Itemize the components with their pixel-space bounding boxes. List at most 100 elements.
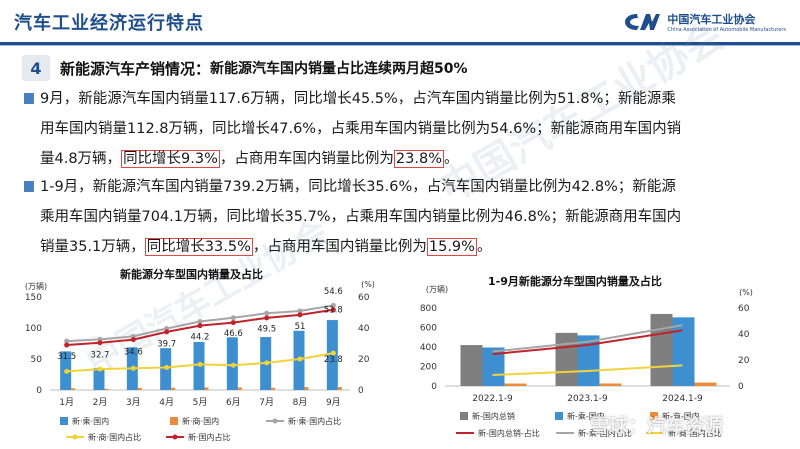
bar-commercial xyxy=(694,382,717,386)
legend-swatch xyxy=(650,412,658,420)
bar-commercial xyxy=(271,387,276,390)
bar-total xyxy=(460,345,483,386)
data-label: 32.7 xyxy=(91,350,110,360)
data-label: 54.6 xyxy=(324,287,343,297)
line-passenger-share-point xyxy=(197,318,203,324)
line-commercial-share-point xyxy=(264,360,270,366)
data-label: 23.8 xyxy=(324,355,343,365)
data-label: 49.5 xyxy=(257,324,276,334)
caam-logo-icon xyxy=(625,14,661,30)
bar-total xyxy=(555,332,578,386)
chart-ytd-nev: (万辆) (%) 0 200 400 600 800 0 20 40 60 2022.1-9 2023.… xyxy=(420,284,753,438)
legend-swatch xyxy=(170,417,178,425)
y2-tick-label: 20 xyxy=(358,355,370,365)
data-label: 39.7 xyxy=(157,339,176,349)
paragraph-september: 9月，新能源汽车国内销量117.6万辆，同比增长45.5%，占汽车国内销量比例为… xyxy=(24,84,780,174)
line-total-share-point xyxy=(130,337,136,343)
y2-tick-label: 60 xyxy=(738,304,750,314)
bar-commercial xyxy=(599,383,622,386)
line-total-share xyxy=(492,329,683,356)
highlight-box: 23.8% xyxy=(393,150,444,168)
bar-commercial xyxy=(204,387,209,390)
data-label: 51.8 xyxy=(324,306,343,316)
legend-label: 新·商·国内占比 xyxy=(88,432,141,442)
x-tick-label: 7月 xyxy=(259,397,274,408)
y-axis-label: (万辆) xyxy=(25,281,47,291)
data-label: 44.2 xyxy=(191,332,210,342)
paragraph-line: 量4.8万辆， 同比增长9.3% ，占商用车国内销量比例为 23.8%。 xyxy=(40,144,780,174)
x-tick-label: 3月 xyxy=(126,397,141,408)
bar-passenger xyxy=(577,335,600,386)
line-commercial-share-point xyxy=(97,366,103,372)
legend-swatch xyxy=(555,412,563,420)
legend-swatch xyxy=(460,412,468,420)
x-tick-label: 2022.1-9 xyxy=(472,394,513,404)
line-passenger-share-point xyxy=(330,302,336,308)
data-label: 51 xyxy=(295,322,306,332)
line-total-share-point xyxy=(164,329,170,335)
y-tick-label: 150 xyxy=(25,293,42,303)
bar-commercial xyxy=(171,387,176,390)
header-rule xyxy=(0,42,800,45)
line-total-share-point xyxy=(64,342,70,348)
legend-label: 新-国内总销-占比 xyxy=(478,428,540,438)
bullet-icon xyxy=(24,93,34,104)
header-rule-thin xyxy=(0,45,800,46)
line-total-share-point xyxy=(297,312,303,318)
legend-swatch xyxy=(60,417,68,425)
legend-label: 新·国内占比 xyxy=(188,432,231,442)
section-subtitle: 新能源汽车国内销量占比连续两月超50% xyxy=(210,61,468,77)
chart2-title: 1-9月新能源分车型国内销量及占比 xyxy=(488,275,662,288)
paragraph-text: ，占商用车国内销量比例为 xyxy=(252,239,427,255)
y2-tick-label: 20 xyxy=(738,356,750,366)
bar-commercial xyxy=(504,383,527,386)
watermark-overlay: 雪球：汽车资源 xyxy=(590,415,724,437)
line-passenger-share-point xyxy=(64,338,70,344)
paragraph-line: 销量35.1万辆， 同比增长33.5% ，占商用车国内销量比例为 15.9%。 xyxy=(40,232,780,262)
bar-total xyxy=(650,313,673,386)
legend-swatch-point xyxy=(172,434,178,440)
line-passenger-share-point xyxy=(297,308,303,314)
line-commercial-share xyxy=(492,364,683,376)
line-commercial-share-point xyxy=(197,361,203,367)
line-passenger-share-point xyxy=(230,315,236,321)
x-tick-label: 6月 xyxy=(226,397,241,408)
line-commercial-share-point xyxy=(130,365,136,371)
legend-label: 新-国内总销 xyxy=(472,411,515,421)
y2-tick-label: 40 xyxy=(358,324,370,334)
legend-swatch-point xyxy=(272,418,278,424)
line-total-share-point xyxy=(230,320,236,326)
section-number: 4 xyxy=(22,55,50,81)
paragraph-text: 销量35.1万辆， xyxy=(40,239,145,255)
line-commercial-share-point xyxy=(164,365,170,371)
y-tick-label: 50 xyxy=(31,355,43,365)
paragraph-line: 9月，新能源汽车国内销量117.6万辆，同比增长45.5%，占汽车国内销量比例为… xyxy=(40,91,676,107)
x-tick-label: 4月 xyxy=(159,397,174,408)
data-label: 46.6 xyxy=(224,329,243,339)
legend-label: 新-乘-国内占比 xyxy=(578,428,632,438)
bar-commercial xyxy=(304,387,309,390)
y-tick-label: 600 xyxy=(420,324,437,334)
bar-commercial xyxy=(237,387,242,390)
paragraph-line: 用车国内销量112.8万辆，同比增长47.6%，占乘用车国内销量比例为54.6%… xyxy=(40,121,682,137)
legend-label: 新-乘-国内 xyxy=(567,411,605,421)
bar-commercial xyxy=(71,388,76,390)
chart-monthly-nev: (万辆) (%) 0 50 100 150 0 20 40 60 31.5 32.7 34.6 39.7 4… xyxy=(25,280,375,442)
logo-cn-text: 中国汽车工业协会 xyxy=(667,13,756,26)
legend-label: 新·乘·国内占比 xyxy=(288,416,341,426)
y2-tick-label: 0 xyxy=(358,386,364,396)
paragraph-text: ，占商用车国内销量比例为 xyxy=(219,151,394,167)
line-commercial-share-point xyxy=(330,350,336,356)
x-tick-label: 2月 xyxy=(93,397,108,408)
highlight-box: 同比增长9.3% xyxy=(121,150,220,168)
x-tick-label: 9月 xyxy=(326,397,341,408)
x-tick-label: 1月 xyxy=(59,397,74,408)
legend-label: 新·乘·国内 xyxy=(72,416,109,426)
caam-logo: 中国汽车工业协会 China Association of Automobile… xyxy=(623,8,786,36)
paragraph-line: 1-9月，新能源汽车国内销量739.2万辆，同比增长35.6%，占汽车国内销量比… xyxy=(40,179,676,195)
line-passenger-share xyxy=(492,324,683,353)
bullet-icon xyxy=(24,181,34,192)
paragraph-line: 乘用车国内销量704.1万辆，同比增长35.7%，占乘用车国内销量比例为46.8… xyxy=(40,209,682,225)
bar-commercial xyxy=(137,387,142,390)
y-axis-label: (万辆) xyxy=(426,284,448,294)
